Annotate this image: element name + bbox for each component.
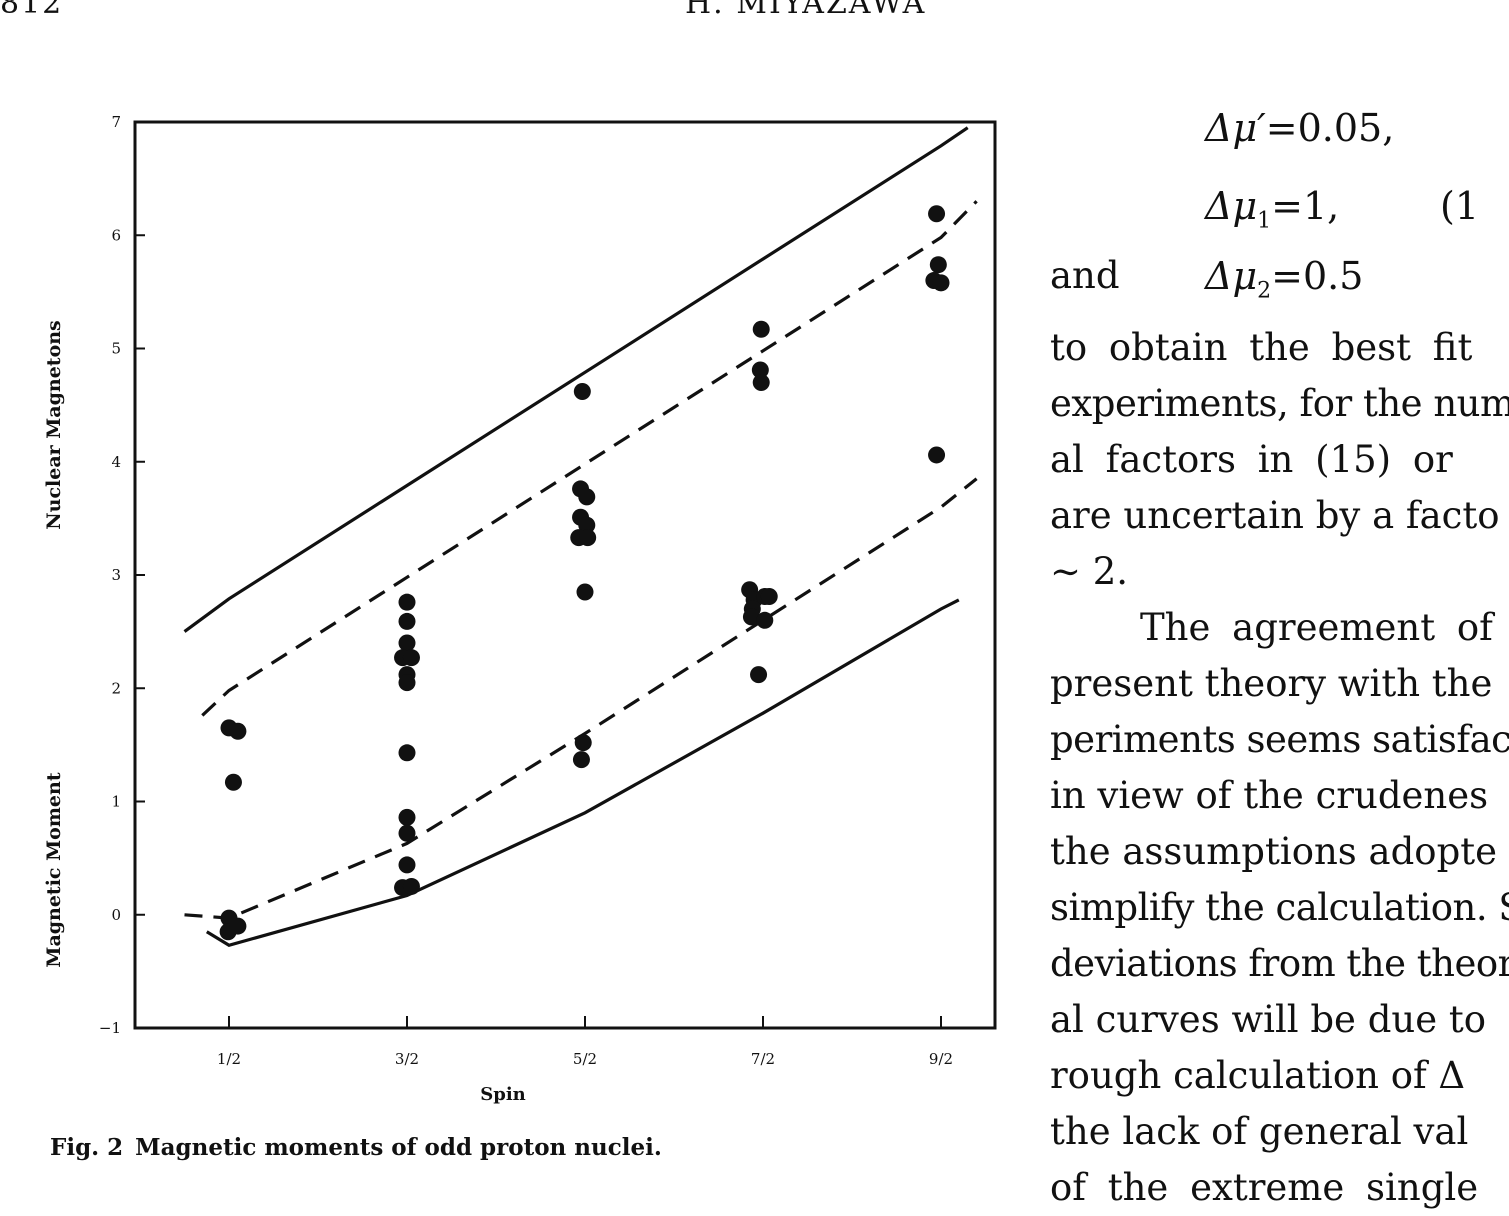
y-tick-label: 1 bbox=[111, 793, 121, 811]
text-line: of the extreme single bbox=[1050, 1166, 1479, 1209]
text-line: are uncertain by a facto bbox=[1050, 494, 1500, 537]
figure-caption: Fig. 2 Magnetic moments of odd proton nuc… bbox=[50, 1134, 662, 1161]
data-point bbox=[398, 674, 416, 692]
data-point bbox=[750, 666, 768, 684]
eq-value: =0.5 bbox=[1271, 254, 1364, 298]
data-point bbox=[574, 734, 592, 752]
equation-and: and bbox=[1050, 254, 1120, 297]
data-point bbox=[578, 488, 596, 506]
x-tick-label: 7/2 bbox=[751, 1050, 775, 1068]
data-point bbox=[751, 361, 769, 379]
text-line: ∼ 2. bbox=[1050, 550, 1129, 593]
y-tick-label: 0 bbox=[111, 906, 121, 924]
data-point bbox=[398, 593, 416, 611]
body-text: to obtain the best fit experiments, for … bbox=[1050, 320, 1509, 1216]
dashed-curve-1 bbox=[201, 200, 978, 717]
data-point bbox=[752, 320, 770, 338]
x-tick-label: 3/2 bbox=[395, 1050, 419, 1068]
text-line: present theory with the bbox=[1050, 662, 1493, 705]
eq-value: =0.05, bbox=[1265, 106, 1395, 150]
data-point bbox=[756, 611, 774, 629]
data-point bbox=[229, 722, 247, 740]
data-point bbox=[929, 256, 947, 274]
equation-delta-mu-2: Δμ2=0.5 bbox=[1205, 248, 1363, 320]
data-point bbox=[578, 516, 596, 534]
page-number: 812 bbox=[0, 0, 64, 21]
y-tick-label: −1 bbox=[99, 1019, 121, 1037]
y-axis-title-lower: Magnetic Moment bbox=[43, 772, 65, 967]
eq-value: =1, bbox=[1271, 184, 1340, 228]
data-point bbox=[752, 373, 770, 391]
text-column: Δμ′=0.05, Δμ1=1, (1 and Δμ2=0.5 to obtai… bbox=[1050, 0, 1509, 1216]
data-point bbox=[573, 383, 591, 401]
y-tick-label: 5 bbox=[111, 340, 121, 358]
data-point bbox=[742, 608, 760, 626]
text-line: experiments, for the num bbox=[1050, 382, 1509, 425]
data-point bbox=[398, 634, 416, 652]
data-point bbox=[398, 856, 416, 874]
figure-2: −1 0 1 2 3 4 5 6 7 1/2 3/2 5/2 7/2 9/2 Magnetic Momen… bbox=[43, 113, 997, 1161]
data-point bbox=[402, 649, 420, 667]
eq-symbol: Δμ bbox=[1205, 184, 1258, 228]
text-line: deviations from the theor bbox=[1050, 942, 1509, 985]
text-line: al factors in (15) or bbox=[1050, 438, 1453, 481]
eq-subscript: 1 bbox=[1257, 208, 1272, 234]
data-point bbox=[398, 824, 416, 842]
running-head: H. MIYAZAWA bbox=[685, 0, 927, 21]
y-tick-label: 3 bbox=[111, 566, 121, 584]
solid-curve-3 bbox=[205, 598, 960, 948]
text-line: the lack of general val bbox=[1050, 1110, 1469, 1153]
y-tick-label: 4 bbox=[111, 453, 121, 471]
equation-number: (1 bbox=[1440, 184, 1480, 228]
data-point bbox=[398, 808, 416, 826]
data-point bbox=[760, 588, 778, 606]
y-tick-label: 6 bbox=[111, 226, 121, 244]
data-point bbox=[224, 773, 242, 791]
text-line: in view of the crudenes bbox=[1050, 774, 1489, 817]
text-line: to obtain the best fit bbox=[1050, 326, 1473, 369]
eq-subscript: 2 bbox=[1257, 278, 1272, 304]
data-point bbox=[398, 612, 416, 630]
figure-caption-label: Fig. 2 bbox=[50, 1134, 124, 1161]
data-point bbox=[928, 205, 946, 223]
magnetic-moment-chart: −1 0 1 2 3 4 5 6 7 1/2 3/2 5/2 7/2 9/2 Magnetic Momen… bbox=[43, 113, 997, 1105]
solid-curve-0 bbox=[183, 126, 969, 633]
data-point bbox=[928, 446, 946, 464]
equation-delta-mu-1: Δμ1=1, bbox=[1205, 178, 1339, 250]
text-line: rough calculation of Δ bbox=[1050, 1054, 1466, 1097]
data-point bbox=[572, 751, 590, 769]
data-point bbox=[932, 274, 950, 292]
x-tick-label: 9/2 bbox=[929, 1050, 953, 1068]
data-point bbox=[402, 877, 420, 895]
text-line: The agreement of bbox=[1140, 606, 1493, 649]
figure-caption-text: Magnetic moments of odd proton nuclei. bbox=[135, 1134, 662, 1161]
text-line: simplify the calculation. S bbox=[1050, 886, 1509, 929]
x-tick-label: 1/2 bbox=[217, 1050, 241, 1068]
data-point bbox=[229, 917, 247, 935]
text-line: al curves will be due to bbox=[1050, 998, 1487, 1041]
eq-symbol: Δμ′ bbox=[1205, 106, 1266, 150]
data-point bbox=[579, 529, 597, 547]
y-tick-label: 2 bbox=[111, 679, 121, 697]
text-line: periments seems satisfac bbox=[1050, 718, 1509, 761]
y-tick-label: 7 bbox=[111, 113, 121, 131]
y-axis-title-upper: Nuclear Magnetons bbox=[43, 320, 65, 529]
x-tick-label: 5/2 bbox=[573, 1050, 597, 1068]
x-axis-title: Spin bbox=[480, 1084, 526, 1105]
data-point bbox=[398, 744, 416, 762]
data-point bbox=[576, 583, 594, 601]
text-line: the assumptions adopte bbox=[1050, 830, 1498, 873]
eq-symbol: Δμ bbox=[1205, 254, 1258, 298]
equation-delta-mu-prime: Δμ′=0.05, bbox=[1205, 100, 1394, 156]
